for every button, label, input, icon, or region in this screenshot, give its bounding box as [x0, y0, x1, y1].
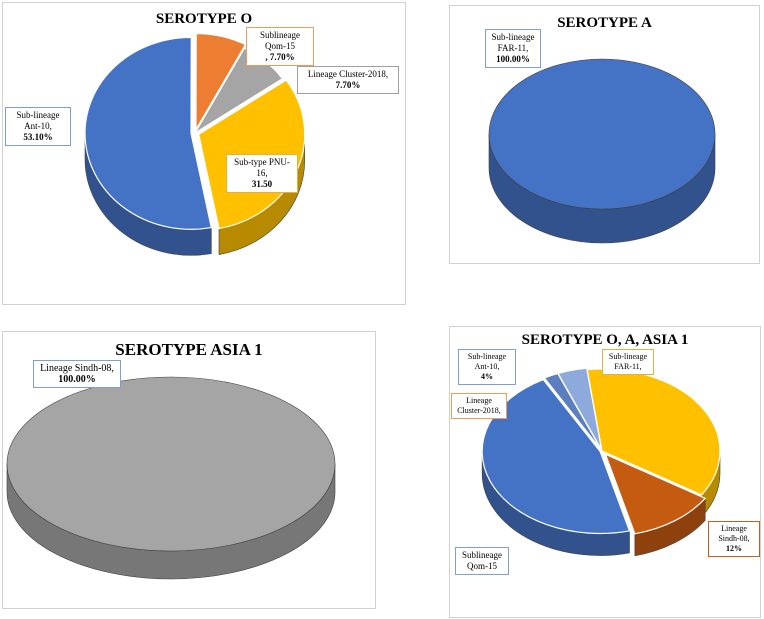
callout-value: 100.00% — [58, 374, 96, 385]
callout-qom15: Sublineage Qom-15 — [455, 547, 509, 575]
pie-slice-lineage-sindh-08-100-00 — [6, 376, 336, 552]
callout-ant10: Sub-lineage Ant-10, 4% — [458, 349, 516, 385]
callout-value: 4% — [481, 372, 493, 381]
callout-ant10: Sub-lineage Ant-10, 53.10% — [5, 107, 71, 146]
callout-label: Lineage Sindh-08, — [718, 524, 750, 543]
chart-panel-serotype-a: SEROTYPE A Sub-lineage FAR-11, 100.00% — [449, 5, 760, 264]
callout-value: 31.50 — [251, 179, 273, 189]
callout-label: Lineage Sindh-08, — [40, 363, 114, 374]
callout-value: 100.00% — [496, 54, 530, 64]
callout-sindh: Lineage Sindh-08, 100.00% — [33, 360, 121, 388]
pie-slice-sub-lineage-ant-10-53-10 — [84, 36, 213, 230]
callout-value: 53.10% — [23, 132, 53, 142]
callout-pnu16: Sub-type PNU-16, 31.50 — [226, 154, 298, 193]
pie-slice-sub-lineage-far-11-100-00 — [488, 58, 716, 210]
callout-label: Sub-type PNU-16, — [234, 157, 290, 178]
callout-label: Lineage Cluster-2018, — [307, 69, 389, 79]
chart-panel-serotype-combined: SEROTYPE O, A, ASIA 1 Sub-lineage Ant-10… — [449, 326, 761, 618]
chart-panel-serotype-o: SEROTYPE O Sub-lineage Ant-10, 53.10% Su… — [2, 2, 406, 305]
callout-far11: Sub-lineage FAR-11, 100.00% — [485, 29, 541, 68]
callout-label: Sublineage Qom-15 — [462, 550, 502, 571]
pie-slice-sublineage-qom-15-7-70 — [195, 32, 247, 132]
callout-value: , 7.70% — [265, 52, 295, 62]
callout-qom15: Sublineage Qom-15 , 7.70% — [246, 27, 314, 66]
pie-slice-lineage-cluster-2018 — [543, 372, 602, 451]
callout-label: Sub-lineage Ant-10, — [16, 110, 60, 131]
chart-title: SEROTYPE ASIA 1 — [115, 340, 263, 359]
pie-chart-serotype-a — [488, 58, 716, 244]
callout-label: Sub-lineage FAR-11, — [491, 32, 535, 53]
chart-panel-serotype-asia1: SEROTYPE ASIA 1 Lineage Sindh-08, 100.00… — [2, 331, 376, 609]
callout-far11: Sub-lineage FAR-11, — [602, 349, 654, 375]
callout-sindh: Lineage Sindh-08, 12% — [708, 521, 760, 557]
callout-value: 7.70% — [335, 80, 361, 90]
pie-chart-serotype-asia1 — [6, 376, 336, 580]
pie-slice-sublineage-qom-15 — [481, 378, 631, 535]
pie-slice-lineage-sindh-08-12 — [604, 453, 707, 535]
callout-value: 12% — [726, 544, 742, 553]
chart-title: SEROTYPE O, A, ASIA 1 — [521, 332, 689, 348]
pie-chart-serotype-o — [84, 32, 306, 256]
callout-label: Sublineage Qom-15 — [260, 30, 300, 51]
chart-title: SEROTYPE O — [155, 11, 253, 27]
callout-label: Sub-lineage FAR-11, — [608, 352, 648, 371]
callout-cluster: Lineage Cluster-2018, 7.70% — [297, 66, 399, 94]
pie-chart-serotype-combined — [481, 367, 721, 557]
callout-cluster: Lineage Cluster-2018, — [451, 393, 507, 419]
callout-label: Sub-lineage Ant-10, — [467, 352, 507, 371]
chart-title: SEROTYPE A — [557, 15, 652, 31]
callout-label: Lineage Cluster-2018, — [457, 396, 501, 415]
